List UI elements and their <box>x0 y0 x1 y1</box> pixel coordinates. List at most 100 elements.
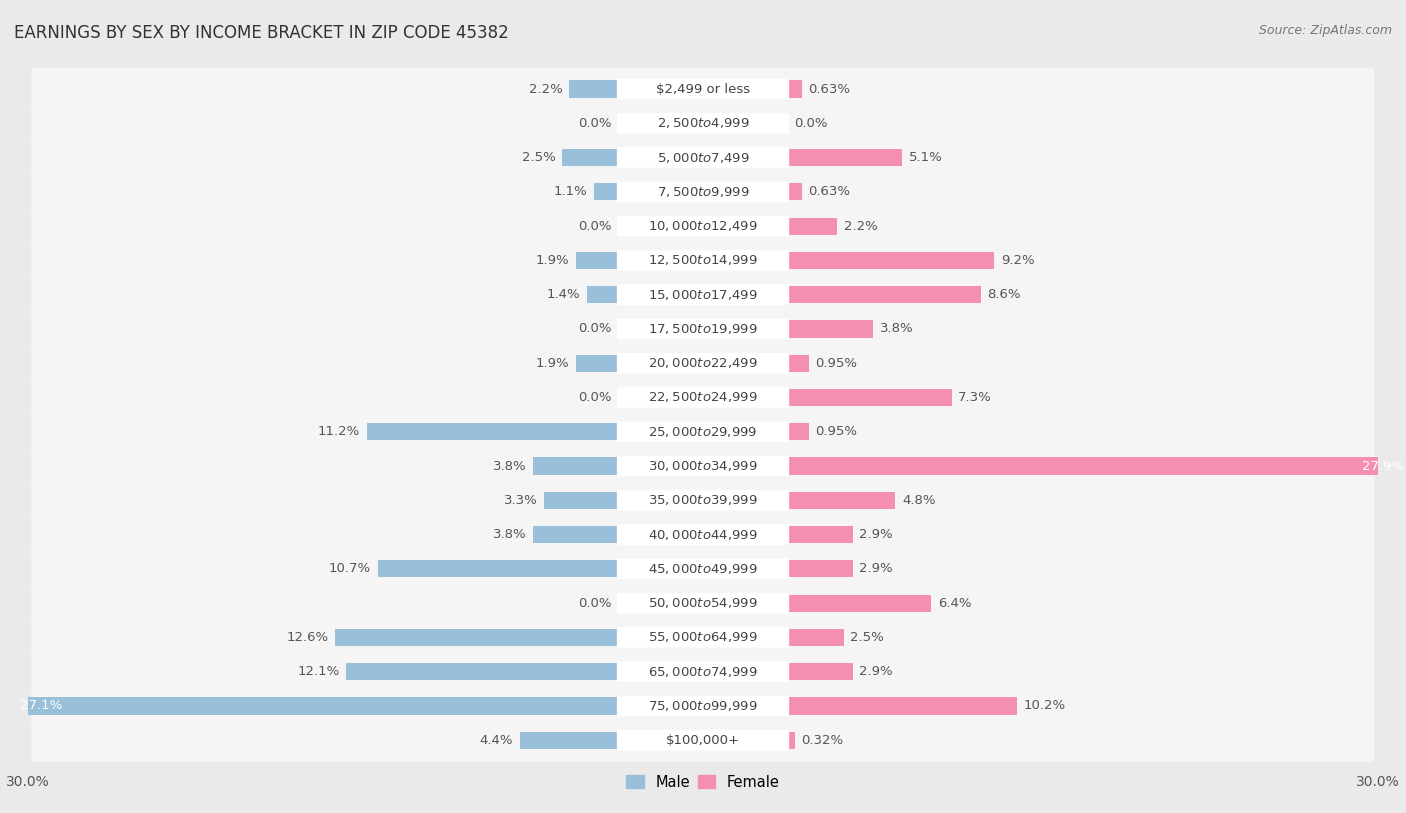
Bar <box>787 424 808 441</box>
Text: $5,000 to $7,499: $5,000 to $7,499 <box>657 150 749 164</box>
Bar <box>520 732 619 749</box>
Text: 12.6%: 12.6% <box>287 631 329 644</box>
Text: $50,000 to $54,999: $50,000 to $54,999 <box>648 596 758 610</box>
Bar <box>787 320 873 337</box>
Bar <box>787 354 808 372</box>
Text: 0.0%: 0.0% <box>794 117 828 130</box>
Text: 3.3%: 3.3% <box>503 493 537 506</box>
FancyBboxPatch shape <box>617 524 789 545</box>
FancyBboxPatch shape <box>31 341 1375 385</box>
Bar <box>562 149 619 166</box>
FancyBboxPatch shape <box>617 559 789 579</box>
Text: 1.1%: 1.1% <box>554 185 588 198</box>
Bar <box>378 560 619 577</box>
FancyBboxPatch shape <box>31 136 1375 179</box>
Bar <box>588 286 619 303</box>
FancyBboxPatch shape <box>617 662 789 682</box>
FancyBboxPatch shape <box>617 421 789 442</box>
FancyBboxPatch shape <box>617 456 789 476</box>
Text: $55,000 to $64,999: $55,000 to $64,999 <box>648 630 758 645</box>
Bar <box>787 492 896 509</box>
FancyBboxPatch shape <box>617 79 789 99</box>
FancyBboxPatch shape <box>31 376 1375 419</box>
Bar <box>787 698 1017 715</box>
Bar <box>787 149 903 166</box>
Bar <box>787 732 794 749</box>
Text: 3.8%: 3.8% <box>492 528 526 541</box>
Text: 9.2%: 9.2% <box>1001 254 1035 267</box>
Text: 5.1%: 5.1% <box>908 151 942 164</box>
Bar <box>787 594 931 611</box>
Bar <box>533 458 619 475</box>
FancyBboxPatch shape <box>31 513 1375 556</box>
FancyBboxPatch shape <box>617 181 789 202</box>
FancyBboxPatch shape <box>617 387 789 408</box>
FancyBboxPatch shape <box>31 547 1375 590</box>
Bar <box>787 183 801 201</box>
Bar <box>593 183 619 201</box>
Bar <box>533 526 619 543</box>
FancyBboxPatch shape <box>31 685 1375 728</box>
FancyBboxPatch shape <box>31 445 1375 488</box>
FancyBboxPatch shape <box>31 479 1375 522</box>
FancyBboxPatch shape <box>31 170 1375 214</box>
FancyBboxPatch shape <box>31 205 1375 248</box>
FancyBboxPatch shape <box>31 615 1375 659</box>
FancyBboxPatch shape <box>31 273 1375 316</box>
Text: $2,499 or less: $2,499 or less <box>657 83 749 96</box>
Text: 1.4%: 1.4% <box>547 288 581 301</box>
Bar <box>576 354 619 372</box>
Bar <box>544 492 619 509</box>
Text: 3.8%: 3.8% <box>492 459 526 472</box>
Bar <box>569 80 619 98</box>
Bar <box>367 424 619 441</box>
Bar <box>8 698 619 715</box>
Text: 1.9%: 1.9% <box>536 357 569 370</box>
Text: 2.9%: 2.9% <box>859 563 893 576</box>
FancyBboxPatch shape <box>617 250 789 271</box>
Text: 0.0%: 0.0% <box>578 117 612 130</box>
Bar <box>787 628 844 646</box>
Text: $30,000 to $34,999: $30,000 to $34,999 <box>648 459 758 473</box>
Bar <box>787 286 981 303</box>
Text: 8.6%: 8.6% <box>987 288 1021 301</box>
Bar <box>787 560 852 577</box>
Text: $7,500 to $9,999: $7,500 to $9,999 <box>657 185 749 199</box>
Bar <box>787 80 801 98</box>
Text: 0.32%: 0.32% <box>801 733 844 746</box>
FancyBboxPatch shape <box>617 353 789 373</box>
Bar <box>576 252 619 269</box>
Text: $20,000 to $22,499: $20,000 to $22,499 <box>648 356 758 370</box>
FancyBboxPatch shape <box>31 411 1375 454</box>
Text: 11.2%: 11.2% <box>318 425 360 438</box>
Text: 6.4%: 6.4% <box>938 597 972 610</box>
Legend: Male, Female: Male, Female <box>620 769 786 795</box>
FancyBboxPatch shape <box>31 102 1375 145</box>
Text: $10,000 to $12,499: $10,000 to $12,499 <box>648 220 758 233</box>
Text: 2.5%: 2.5% <box>851 631 884 644</box>
FancyBboxPatch shape <box>617 113 789 133</box>
Text: $40,000 to $44,999: $40,000 to $44,999 <box>648 528 758 541</box>
Text: 0.95%: 0.95% <box>815 357 858 370</box>
Bar <box>787 218 837 235</box>
Text: 1.9%: 1.9% <box>536 254 569 267</box>
Text: $17,500 to $19,999: $17,500 to $19,999 <box>648 322 758 336</box>
Text: $2,500 to $4,999: $2,500 to $4,999 <box>657 116 749 130</box>
Text: 4.4%: 4.4% <box>479 733 513 746</box>
Text: 2.9%: 2.9% <box>859 528 893 541</box>
FancyBboxPatch shape <box>617 285 789 305</box>
Text: 3.8%: 3.8% <box>880 323 914 336</box>
Text: 7.3%: 7.3% <box>959 391 993 404</box>
Text: $22,500 to $24,999: $22,500 to $24,999 <box>648 390 758 405</box>
Text: EARNINGS BY SEX BY INCOME BRACKET IN ZIP CODE 45382: EARNINGS BY SEX BY INCOME BRACKET IN ZIP… <box>14 24 509 42</box>
Text: $65,000 to $74,999: $65,000 to $74,999 <box>648 665 758 679</box>
Text: 2.9%: 2.9% <box>859 665 893 678</box>
Text: 0.0%: 0.0% <box>578 323 612 336</box>
Bar <box>787 252 994 269</box>
Text: 0.0%: 0.0% <box>578 597 612 610</box>
FancyBboxPatch shape <box>617 730 789 750</box>
Text: 0.63%: 0.63% <box>808 185 851 198</box>
Text: $35,000 to $39,999: $35,000 to $39,999 <box>648 493 758 507</box>
FancyBboxPatch shape <box>617 627 789 648</box>
FancyBboxPatch shape <box>617 215 789 237</box>
